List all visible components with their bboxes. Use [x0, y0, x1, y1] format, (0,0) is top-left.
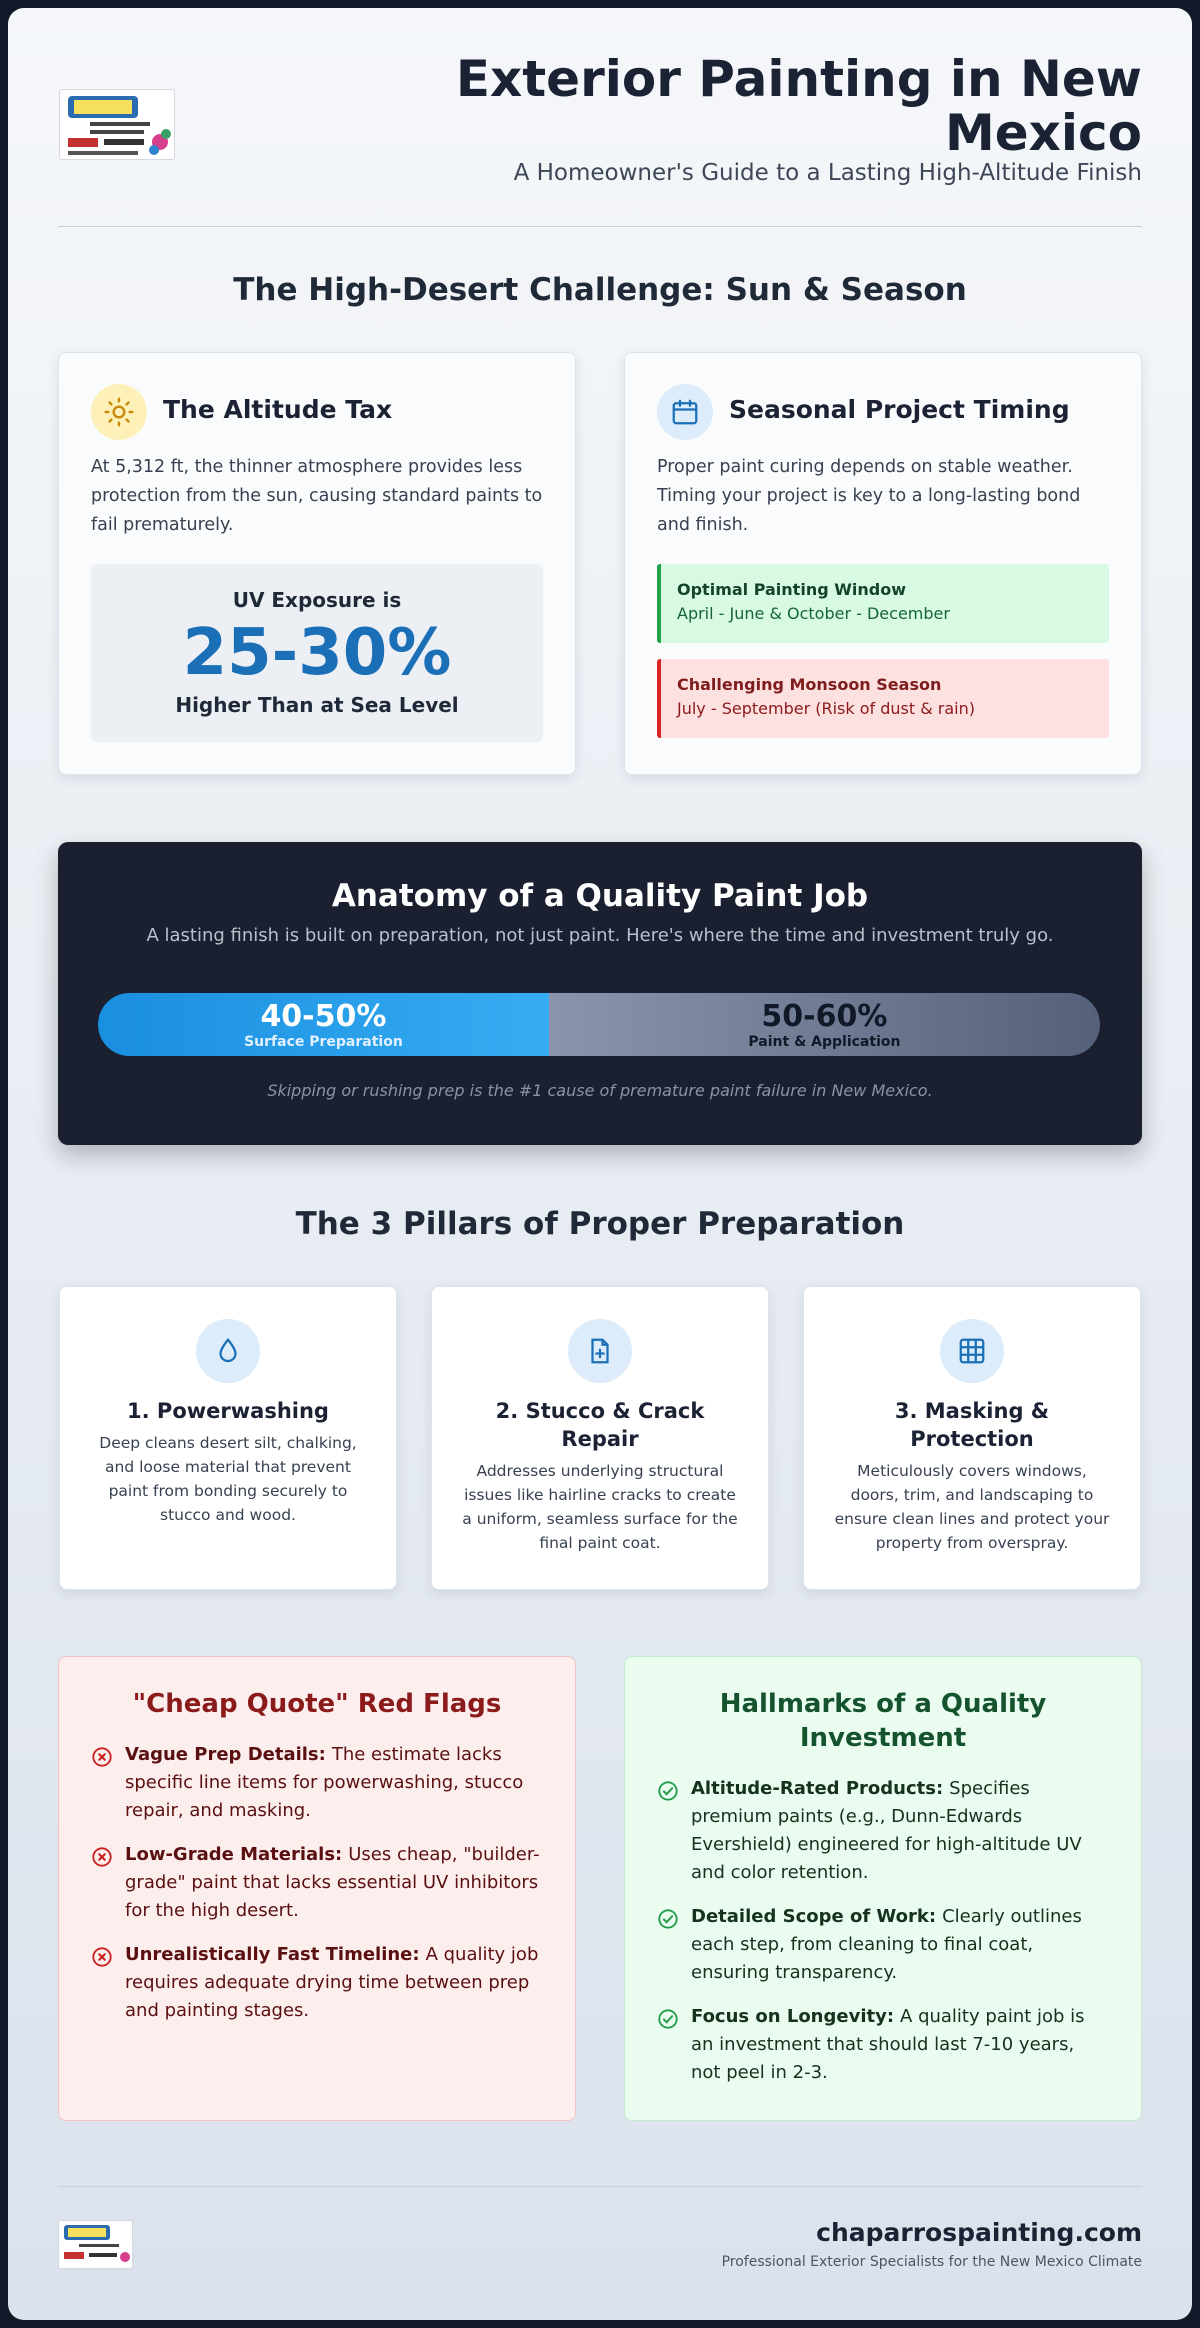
- altitude-card: The Altitude Tax At 5,312 ft, the thinne…: [58, 352, 576, 775]
- pillar-title: 2. Stucco & Crack Repair: [495, 1399, 705, 1451]
- section-heading: The 3 Pillars of Proper Preparation: [295, 1206, 905, 1242]
- divider: [58, 2186, 1142, 2187]
- drop-icon: [196, 1319, 260, 1383]
- prep-segment: 40-50% Surface Preparation: [98, 993, 549, 1056]
- grid-icon: [940, 1319, 1004, 1383]
- segment-label: Paint & Application: [748, 1033, 901, 1050]
- segment-label: Surface Preparation: [244, 1033, 403, 1050]
- pillar-text: Addresses underlying structural issues l…: [462, 1462, 738, 1552]
- logo: [59, 89, 175, 160]
- box-title: "Cheap Quote" Red Flags: [132, 1689, 502, 1719]
- file-icon: [568, 1319, 632, 1383]
- split-bar: 40-50% Surface Preparation 50-60% Paint …: [98, 993, 1100, 1056]
- footer-domain: chaparrospainting.com: [816, 2218, 1142, 2247]
- item-label: Detailed Scope of Work:: [691, 1906, 937, 1927]
- item-description: Clearly outlines each step, from cleanin…: [691, 1906, 1082, 1983]
- divider: [58, 226, 1142, 227]
- check-icon: [658, 1909, 678, 1929]
- x-icon: [92, 1747, 112, 1767]
- pillar-title: 1. Powerwashing: [127, 1399, 329, 1423]
- item-text: Low-Grade Materials: Uses cheap, "builder…: [125, 1841, 543, 1925]
- pillar-text: Meticulously covers windows, doors, trim…: [834, 1462, 1110, 1552]
- item-label: Low-Grade Materials:: [125, 1844, 343, 1865]
- window-title: Optimal Painting Window: [677, 580, 906, 599]
- section-heading: The High-Desert Challenge: Sun & Season: [233, 272, 967, 308]
- footer-tagline: Professional Exterior Specialists for th…: [721, 2254, 1142, 2270]
- x-icon: [92, 1947, 112, 1967]
- stat-box: UV Exposure is 25-30% Higher Than at Sea…: [91, 564, 543, 742]
- pillar-text: Deep cleans desert silt, chalking, and l…: [99, 1434, 357, 1524]
- stat-suffix: Higher Than at Sea Level: [175, 693, 459, 717]
- calendar-icon: [657, 384, 713, 440]
- hallmarks: Hallmarks of a Quality Investment Altitu…: [624, 1656, 1142, 2121]
- panel-title: Anatomy of a Quality Paint Job: [331, 878, 869, 914]
- red-flags: "Cheap Quote" Red Flags Vague Prep Detai…: [58, 1656, 576, 2121]
- sun-icon: [91, 384, 147, 440]
- item-text: Vague Prep Details: The estimate lacks sp…: [125, 1741, 543, 1825]
- item-text: Altitude-Rated Products: Specifies premiu…: [691, 1775, 1109, 1887]
- anatomy-panel: Anatomy of a Quality Paint Job A lasting…: [58, 842, 1142, 1145]
- window-title: Challenging Monsoon Season: [677, 675, 942, 694]
- timing-card: Seasonal Project Timing Proper paint cur…: [624, 352, 1142, 775]
- panel-subtitle: A lasting finish is built on preparation…: [146, 925, 1054, 946]
- card-text: Proper paint curing depends on stable we…: [657, 457, 1081, 535]
- list-item: Low-Grade Materials: Uses cheap, "builder…: [91, 1841, 543, 1925]
- footer-logo: [58, 2220, 133, 2269]
- item-description: A quality job requires adequate drying t…: [125, 1944, 539, 2021]
- list-item: Altitude-Rated Products: Specifies premiu…: [657, 1775, 1109, 1887]
- monsoon-window: Challenging Monsoon Season July - Septem…: [657, 659, 1109, 738]
- check-icon: [658, 1781, 678, 1801]
- segment-value: 50-60%: [761, 998, 888, 1034]
- subtitle: A Homeowner's Guide to a Lasting High-Al…: [513, 160, 1142, 186]
- card-title: Seasonal Project Timing: [729, 395, 1070, 424]
- item-text: Focus on Longevity: A quality paint job i…: [691, 2003, 1109, 2087]
- item-text: Unrealistically Fast Timeline: A quality …: [125, 1941, 543, 2025]
- list-item: Focus on Longevity: A quality paint job i…: [657, 2003, 1109, 2087]
- item-description: A quality paint job is an investment tha…: [691, 2006, 1085, 2083]
- item-label: Focus on Longevity:: [691, 2006, 895, 2027]
- box-title: Hallmarks of a Quality Investment: [719, 1689, 1047, 1753]
- segment-value: 40-50%: [260, 998, 387, 1034]
- item-description: Uses cheap, "builder-grade" paint that l…: [125, 1844, 540, 1921]
- title: Exterior Painting in New Mexico: [455, 50, 1142, 162]
- pillar-card: 3. Masking & Protection Meticulously cov…: [803, 1286, 1141, 1590]
- x-icon: [92, 1847, 112, 1867]
- card-title: The Altitude Tax: [163, 395, 393, 424]
- item-label: Unrealistically Fast Timeline:: [125, 1944, 420, 1965]
- pillar-card: 2. Stucco & Crack Repair Addresses under…: [431, 1286, 769, 1590]
- card-text: At 5,312 ft, the thinner atmosphere prov…: [91, 457, 543, 535]
- item-description: The estimate lacks specific line items f…: [125, 1744, 524, 1821]
- pillar-title: 3. Masking & Protection: [894, 1399, 1050, 1451]
- item-label: Vague Prep Details:: [125, 1744, 326, 1765]
- item-label: Altitude-Rated Products:: [691, 1778, 944, 1799]
- panel-note: Skipping or rushing prep is the #1 cause…: [267, 1081, 933, 1100]
- stat-prefix: UV Exposure is: [232, 588, 402, 612]
- stat-value: 25-30%: [182, 616, 452, 690]
- list-item: Vague Prep Details: The estimate lacks sp…: [91, 1741, 543, 1825]
- window-text: April - June & October - December: [677, 604, 950, 623]
- window-text: July - September (Risk of dust & rain): [677, 699, 976, 718]
- check-icon: [658, 2009, 678, 2029]
- item-text: Detailed Scope of Work: Clearly outlines …: [691, 1903, 1109, 1987]
- paint-segment: 50-60% Paint & Application: [548, 993, 1100, 1056]
- list-item: Unrealistically Fast Timeline: A quality …: [91, 1941, 543, 2025]
- optimal-window: Optimal Painting Window April - June & O…: [657, 564, 1109, 643]
- item-description: Specifies premium paints (e.g., Dunn-Edw…: [691, 1778, 1082, 1883]
- list-item: Detailed Scope of Work: Clearly outlines …: [657, 1903, 1109, 1987]
- pillar-card: 1. Powerwashing Deep cleans desert silt,…: [59, 1286, 397, 1590]
